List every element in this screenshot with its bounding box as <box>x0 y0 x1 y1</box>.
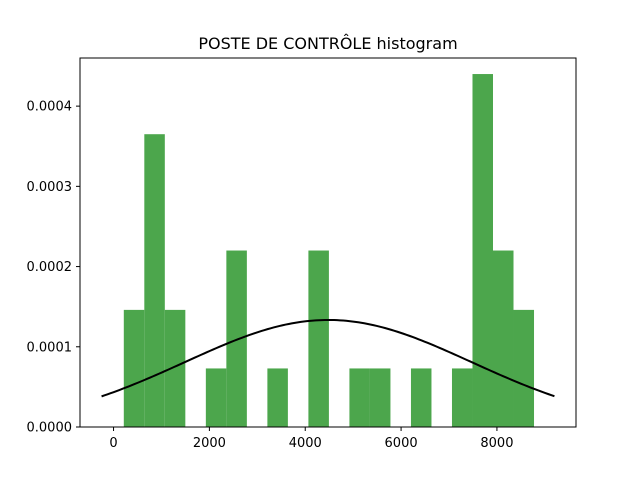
normal-fit-curve <box>101 318 555 398</box>
histogram-bar <box>205 368 227 427</box>
x-tick-label: 0 <box>109 436 117 451</box>
histogram-bar <box>513 309 535 427</box>
x-tick-label: 6000 <box>385 436 418 451</box>
y-tick-label: 0.0001 <box>27 340 73 355</box>
plot-frame <box>79 57 577 428</box>
histogram-bar <box>164 309 186 427</box>
histogram-bar <box>410 368 432 427</box>
histogram-bar <box>451 368 473 427</box>
y-tick-label: 0.0003 <box>27 180 73 195</box>
y-tick-label: 0.0000 <box>27 421 73 436</box>
histogram-bar <box>267 368 288 427</box>
histogram-bar <box>472 74 493 427</box>
histogram-bar <box>308 250 329 427</box>
histogram-bar <box>369 368 391 427</box>
histogram-bar <box>492 250 514 427</box>
y-tick-label: 0.0004 <box>27 100 73 115</box>
histogram-bar <box>144 134 165 427</box>
bars-layer <box>123 74 535 427</box>
axes-layer: 0 2000 4000 6000 8000 0.0000 0.0001 0.0002 0.000… <box>27 57 577 451</box>
x-tick-label: 4000 <box>289 436 322 451</box>
curve-layer <box>101 318 555 398</box>
histogram-bar <box>349 368 370 427</box>
x-tick-label: 8000 <box>480 436 513 451</box>
histogram-bar <box>123 309 145 427</box>
x-tick-label: 2000 <box>193 436 226 451</box>
y-tick-label: 0.0002 <box>27 260 73 275</box>
chart-title: POSTE DE CONTRÔLE histogram <box>198 34 457 53</box>
